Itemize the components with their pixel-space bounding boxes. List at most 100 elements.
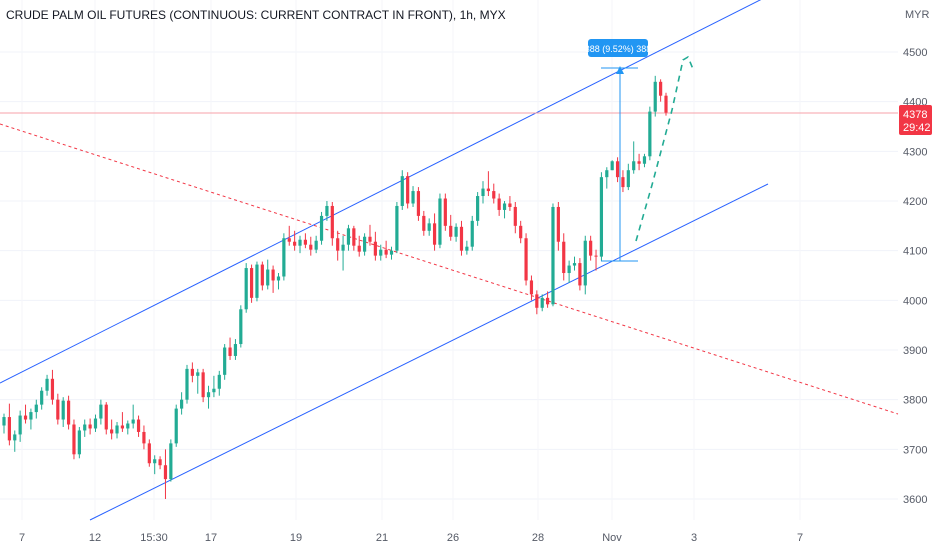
y-tick-label: 4200	[903, 196, 927, 208]
candle-body	[293, 241, 297, 246]
candle-body	[513, 206, 517, 226]
candle-body	[233, 344, 238, 356]
x-tick-label: 19	[290, 532, 302, 544]
candle-body	[325, 205, 329, 216]
candle-body	[336, 238, 340, 251]
candle-body	[406, 176, 410, 204]
price-range-measure[interactable]: 388 (9.52%) 388	[585, 39, 652, 262]
candle-body	[610, 161, 614, 171]
upper-channel-line[interactable]	[0, 0, 768, 384]
candle-body	[535, 294, 539, 308]
candle-body	[196, 372, 200, 376]
lower-channel-line[interactable]	[89, 183, 769, 521]
candle-body	[110, 429, 114, 434]
candle-body	[153, 459, 157, 464]
current-price-label: 4378	[903, 109, 927, 121]
candle-body	[174, 408, 178, 444]
candle-body	[524, 238, 528, 281]
measure-label-box	[588, 39, 648, 57]
candle-body	[77, 430, 81, 455]
candle-body	[583, 240, 587, 286]
candle-body	[642, 156, 647, 164]
candle-body	[664, 95, 668, 113]
candle-body	[529, 280, 534, 295]
candle-body	[266, 269, 270, 286]
candle-body	[626, 170, 630, 188]
y-tick-label: 4000	[903, 295, 927, 307]
candle-body	[502, 203, 507, 210]
candle-body	[470, 220, 474, 247]
candle-body	[551, 206, 555, 305]
candle-body	[244, 268, 248, 310]
candle-body	[29, 412, 33, 420]
candle-body	[18, 415, 22, 435]
candle-body	[632, 161, 636, 171]
candle-body	[427, 223, 431, 231]
candle-body	[319, 215, 324, 241]
candle-body	[249, 268, 254, 298]
candle-body	[363, 236, 367, 252]
candle-body	[454, 226, 458, 237]
chart-title: CRUDE PALM OIL FUTURES (CONTINUOUS: CURR…	[6, 8, 506, 22]
candle-body	[126, 423, 130, 429]
candle-body	[40, 390, 44, 405]
x-tick-label: 7	[19, 532, 25, 544]
candle-body	[481, 188, 485, 197]
y-tick-label: 3900	[903, 345, 927, 357]
candle-body	[212, 388, 216, 393]
candle-body	[508, 203, 512, 207]
candle-body	[206, 392, 211, 398]
candle-body	[357, 245, 361, 252]
candle-body	[653, 81, 657, 112]
grid-lines	[0, 51, 898, 500]
x-tick-label: 28	[532, 532, 544, 544]
candle-body	[255, 264, 259, 298]
candle-body	[540, 297, 544, 308]
candle-body	[66, 400, 71, 425]
candle-body	[556, 206, 560, 242]
candle-body	[476, 196, 480, 221]
candle-body	[271, 269, 275, 281]
candle-body	[147, 443, 151, 464]
time-axis[interactable]: 7 12 15:30 17 19 21 26 28 Nov 3 7	[19, 532, 803, 544]
candle-body	[562, 241, 566, 274]
y-tick-label: 4500	[903, 47, 927, 59]
resistance-line[interactable]	[0, 123, 899, 415]
candle-body	[486, 188, 490, 192]
countdown-label: 29:42	[903, 122, 931, 134]
candle-body	[578, 263, 582, 286]
candle-body	[61, 400, 65, 420]
candle-body	[23, 415, 28, 420]
candle-body	[384, 249, 388, 255]
candle-body	[72, 424, 76, 455]
current-price-tag: 4378 29:42	[899, 105, 932, 135]
candle-body	[223, 347, 227, 375]
candle-body	[93, 418, 98, 429]
candle-body	[341, 244, 345, 251]
candle-body	[637, 161, 641, 164]
candle-body	[163, 465, 168, 480]
x-tick-label: Nov	[602, 532, 622, 544]
candle-body	[169, 443, 173, 480]
candle-body	[131, 419, 135, 424]
price-axis[interactable]: MYR 450044004300420041004000390038003700…	[903, 9, 930, 506]
candle-body	[411, 191, 415, 204]
candle-body	[276, 276, 281, 281]
candle-body	[190, 368, 194, 376]
candle-body	[621, 177, 625, 188]
candle-body	[416, 191, 421, 216]
candle-body	[330, 205, 334, 239]
candle-body	[449, 225, 453, 237]
projection-path[interactable]	[635, 55, 694, 242]
candle-body	[50, 378, 55, 400]
candle-body	[7, 417, 11, 441]
candle-body	[239, 309, 243, 345]
measure-label: 388 (9.52%) 388	[585, 44, 652, 54]
candle-body	[13, 434, 17, 441]
x-tick-label: 12	[89, 532, 101, 544]
candle-body	[438, 198, 442, 245]
candle-body	[594, 255, 598, 257]
candle-body	[45, 378, 49, 391]
candle-body	[99, 404, 103, 419]
